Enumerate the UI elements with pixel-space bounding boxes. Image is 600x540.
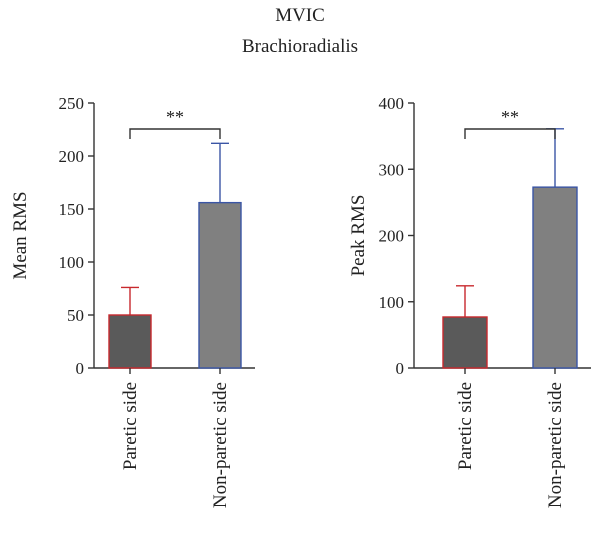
bar bbox=[442, 316, 488, 369]
y-axis-label: Peak RMS bbox=[348, 195, 369, 277]
y-tick-label: 100 bbox=[59, 253, 85, 272]
y-tick-label: 100 bbox=[379, 293, 405, 312]
y-tick-label: 200 bbox=[59, 147, 85, 166]
significance-label: ** bbox=[501, 107, 519, 127]
category-label: Paretic side bbox=[455, 382, 476, 470]
significance-bracket bbox=[129, 128, 221, 139]
y-tick-label: 0 bbox=[396, 359, 405, 378]
chart-panel-peak-rms: 0 100 200 300 400 Peak RMS Paretic side Non-par… bbox=[348, 94, 591, 508]
y-tick-label: 0 bbox=[76, 359, 85, 378]
y-tick-label: 250 bbox=[59, 94, 85, 113]
y-tick-label: 400 bbox=[379, 94, 405, 113]
bar bbox=[532, 186, 578, 369]
y-tick-label: 300 bbox=[379, 160, 405, 179]
chart-panel-mean-rms: 0 50 100 150 200 250 Mean RMS Paretic side Non-p… bbox=[10, 94, 255, 508]
figure-title: MVIC bbox=[275, 5, 325, 26]
category-label: Non-paretic side bbox=[545, 382, 566, 508]
y-tick-label: 200 bbox=[379, 227, 405, 246]
significance-bracket bbox=[464, 128, 556, 139]
significance-label: ** bbox=[166, 107, 184, 127]
y-axis-label: Mean RMS bbox=[10, 191, 31, 279]
figure-subtitle: Brachioradialis bbox=[242, 36, 358, 57]
y-tick-label: 50 bbox=[67, 306, 84, 325]
bar bbox=[108, 314, 152, 369]
category-label: Non-paretic side bbox=[210, 382, 231, 508]
bar bbox=[198, 201, 242, 369]
category-label: Paretic side bbox=[120, 382, 141, 470]
y-tick-label: 150 bbox=[59, 200, 85, 219]
